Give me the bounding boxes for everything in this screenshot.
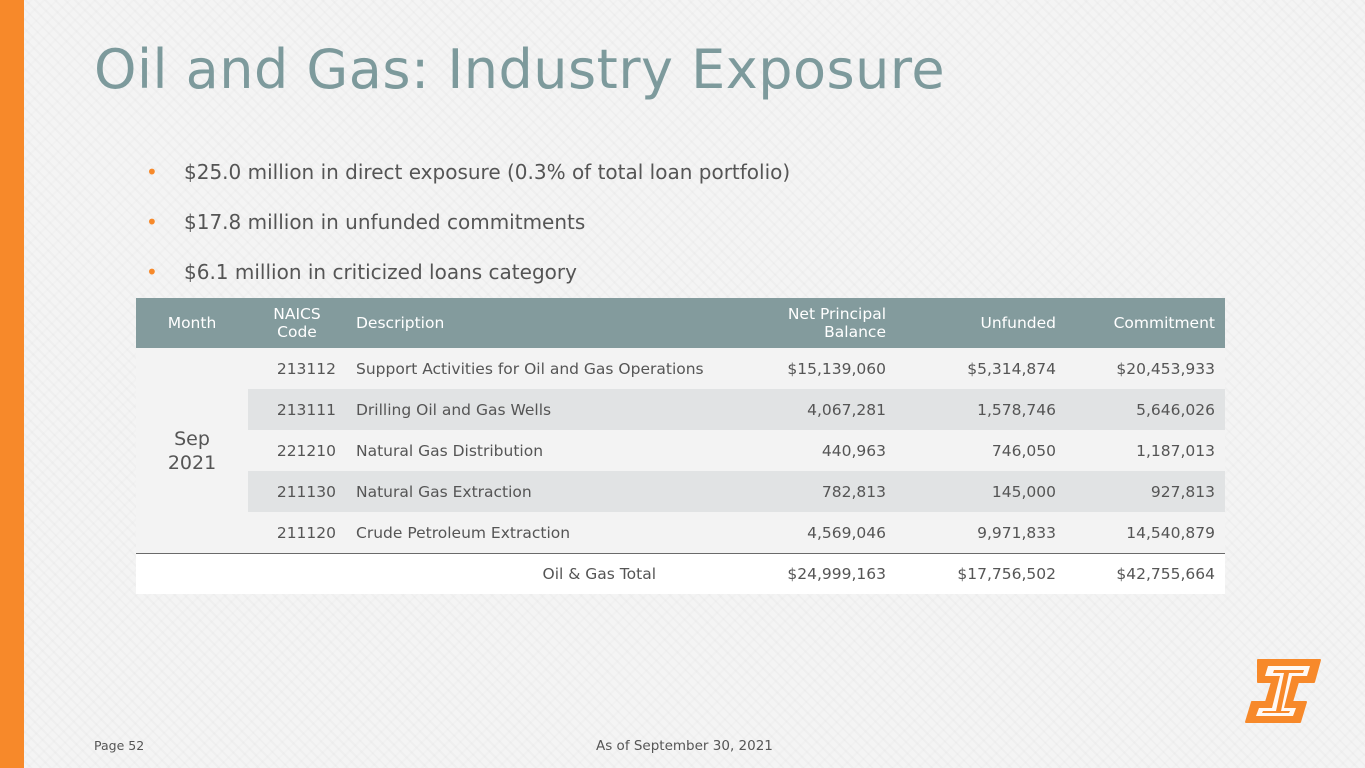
header-naics-line2: Code: [277, 323, 317, 341]
description-cell: Natural Gas Distribution: [346, 430, 666, 471]
bullet-text: $17.8 million in unfunded commitments: [184, 210, 586, 234]
month-cell: Sep 2021: [136, 348, 248, 554]
commitment-cell: 927,813: [1066, 471, 1225, 512]
table-row: 221210 Natural Gas Distribution 440,963 …: [136, 430, 1225, 471]
bullet-item: • $17.8 million in unfunded commitments: [146, 200, 790, 250]
header-naics-code: NAICS Code: [248, 298, 346, 348]
commitment-cell: 14,540,879: [1066, 512, 1225, 554]
bullet-icon: •: [146, 210, 158, 234]
bullet-list: • $25.0 million in direct exposure (0.3% …: [146, 150, 790, 300]
header-commitment: Commitment: [1066, 298, 1225, 348]
naics-code-cell: 211130: [248, 471, 346, 512]
header-unfunded: Unfunded: [896, 298, 1066, 348]
net-principal-cell: 782,813: [666, 471, 896, 512]
table-row: 211120 Crude Petroleum Extraction 4,569,…: [136, 512, 1225, 554]
exposure-table: Month NAICS Code Description Net Principa…: [136, 298, 1225, 594]
bullet-icon: •: [146, 260, 158, 284]
unfunded-cell: 9,971,833: [896, 512, 1066, 554]
naics-code-cell: 213112: [248, 348, 346, 389]
bullet-icon: •: [146, 160, 158, 184]
bullet-text: $6.1 million in criticized loans categor…: [184, 260, 577, 284]
header-net-principal: Net Principal Balance: [666, 298, 896, 348]
description-cell: Drilling Oil and Gas Wells: [346, 389, 666, 430]
header-naics-line1: NAICS: [273, 305, 321, 323]
bullet-text: $25.0 million in direct exposure (0.3% o…: [184, 160, 791, 184]
net-principal-cell: 4,569,046: [666, 512, 896, 554]
total-unfunded: $17,756,502: [896, 553, 1066, 594]
unfunded-cell: 746,050: [896, 430, 1066, 471]
company-logo-icon: [1245, 659, 1321, 723]
header-description: Description: [346, 298, 666, 348]
table-row: 211130 Natural Gas Extraction 782,813 14…: [136, 471, 1225, 512]
bullet-item: • $25.0 million in direct exposure (0.3% …: [146, 150, 790, 200]
header-net-line1: Net Principal: [787, 305, 886, 323]
total-label: Oil & Gas Total: [136, 553, 666, 594]
net-principal-cell: 440,963: [666, 430, 896, 471]
description-cell: Crude Petroleum Extraction: [346, 512, 666, 554]
page-number: Page 52: [94, 738, 145, 753]
description-cell: Natural Gas Extraction: [346, 471, 666, 512]
net-principal-cell: $15,139,060: [666, 348, 896, 389]
unfunded-cell: $5,314,874: [896, 348, 1066, 389]
total-net-principal: $24,999,163: [666, 553, 896, 594]
left-accent-bar: [0, 0, 24, 768]
month-line1: Sep: [174, 427, 210, 450]
net-principal-cell: 4,067,281: [666, 389, 896, 430]
page-title: Oil and Gas: Industry Exposure: [94, 38, 946, 101]
total-commitment: $42,755,664: [1066, 553, 1225, 594]
month-line2: 2021: [167, 451, 217, 474]
naics-code-cell: 213111: [248, 389, 346, 430]
commitment-cell: 5,646,026: [1066, 389, 1225, 430]
exposure-table-container: Month NAICS Code Description Net Principa…: [136, 298, 1225, 598]
commitment-cell: $20,453,933: [1066, 348, 1225, 389]
table-row: Sep 2021 213112 Support Activities for Oi…: [136, 348, 1225, 554]
header-net-line2: Balance: [824, 323, 886, 341]
as-of-date: As of September 30, 2021: [596, 738, 773, 754]
naics-code-cell: 211120: [248, 512, 346, 554]
commitment-cell: 1,187,013: [1066, 430, 1225, 471]
unfunded-cell: 145,000: [896, 471, 1066, 512]
table-header-row: Month NAICS Code Description Net Principa…: [136, 298, 1225, 348]
bullet-item: • $6.1 million in criticized loans catego…: [146, 250, 790, 300]
table-total-row: Oil & Gas Total $24,999,163 $17,756,502 …: [136, 553, 1225, 594]
header-month: Month: [136, 298, 248, 348]
description-cell: Support Activities for Oil and Gas Opera…: [346, 348, 704, 389]
naics-code-cell: 221210: [248, 430, 346, 471]
table-row: 213111 Drilling Oil and Gas Wells 4,067,…: [136, 389, 1225, 430]
unfunded-cell: 1,578,746: [896, 389, 1066, 430]
